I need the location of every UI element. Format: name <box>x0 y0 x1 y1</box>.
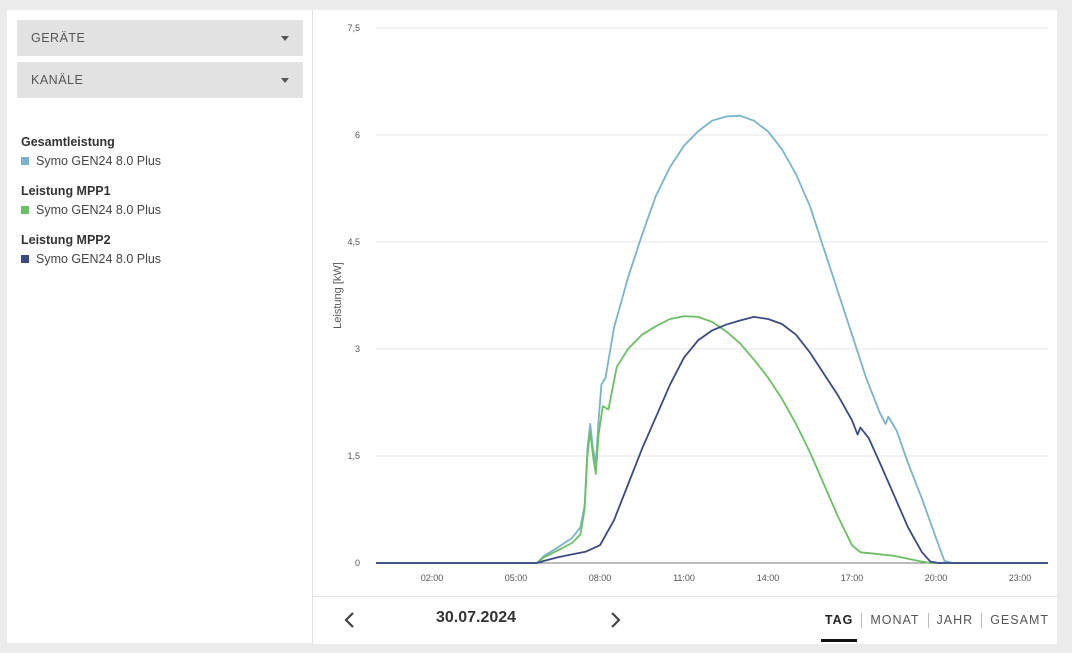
date-navigation-bar: 30.07.2024 TAG MONAT JAHR GESAMT <box>313 596 1057 644</box>
legend-group-mpp1: Leistung MPP1 Symo GEN24 8.0 Plus <box>21 182 301 220</box>
y-tick-label: 4,5 <box>347 237 360 247</box>
x-tick-label: 23:00 <box>1009 573 1032 583</box>
channels-dropdown[interactable]: KANÄLE <box>17 62 303 98</box>
legend-item-label: Symo GEN24 8.0 Plus <box>36 154 162 168</box>
x-tick-label: 02:00 <box>421 573 444 583</box>
legend-swatch <box>21 206 29 214</box>
range-tabs: TAG MONAT JAHR GESAMT <box>817 597 1057 644</box>
legend-swatch <box>21 255 29 263</box>
y-tick-label: 7,5 <box>347 23 360 33</box>
legend-title: Leistung MPP2 <box>21 233 111 247</box>
y-tick-label: 0 <box>355 558 360 568</box>
channels-dropdown-label: KANÄLE <box>31 73 84 87</box>
tab-gesamt[interactable]: GESAMT <box>990 613 1049 627</box>
tab-jahr[interactable]: JAHR <box>936 613 974 627</box>
x-tick-label: 05:00 <box>505 573 528 583</box>
tab-separator <box>927 613 929 628</box>
x-tick-label: 17:00 <box>841 573 864 583</box>
legend-item[interactable]: Symo GEN24 8.0 Plus <box>21 151 301 171</box>
devices-dropdown-label: GERÄTE <box>31 31 86 45</box>
x-tick-label: 08:00 <box>589 573 612 583</box>
tab-monat[interactable]: MONAT <box>870 613 920 627</box>
legend-title: Leistung MPP1 <box>21 184 111 198</box>
chevron-right-icon[interactable] <box>600 605 630 635</box>
tab-separator <box>861 613 863 628</box>
current-date[interactable]: 30.07.2024 <box>435 609 517 626</box>
legend-swatch <box>21 157 29 165</box>
y-tick-label: 1,5 <box>347 451 360 461</box>
y-tick-label: 3 <box>355 344 360 354</box>
app-frame: GERÄTE KANÄLE Gesamtleistung Symo GEN24 … <box>7 10 1057 644</box>
series-line-2 <box>376 315 1048 564</box>
chart-area: 0 1,5 3 4,5 6 7,5 02:00 05:00 08:00 11:00 14:00 17:… <box>313 10 1057 595</box>
chevron-left-icon[interactable] <box>335 605 365 635</box>
legend-title: Gesamtleistung <box>21 135 115 149</box>
devices-dropdown[interactable]: GERÄTE <box>17 20 303 56</box>
legend-item-label: Symo GEN24 8.0 Plus <box>36 203 162 217</box>
legend-item[interactable]: Symo GEN24 8.0 Plus <box>21 200 301 220</box>
x-tick-label: 20:00 <box>925 573 948 583</box>
legend-item[interactable]: Symo GEN24 8.0 Plus <box>21 249 301 269</box>
y-axis-label: Leistung [kW] <box>332 262 344 329</box>
legend-group-gesamtleistung: Gesamtleistung Symo GEN24 8.0 Plus <box>21 133 301 171</box>
legend-group-mpp2: Leistung MPP2 Symo GEN24 8.0 Plus <box>21 231 301 269</box>
tab-separator <box>981 613 983 628</box>
chart-legend: Gesamtleistung Symo GEN24 8.0 Plus Leist… <box>21 133 301 280</box>
y-tick-label: 6 <box>355 130 360 140</box>
x-tick-label: 14:00 <box>757 573 780 583</box>
legend-item-label: Symo GEN24 8.0 Plus <box>36 252 162 266</box>
sidebar: GERÄTE KANÄLE Gesamtleistung Symo GEN24 … <box>7 10 313 643</box>
caret-down-icon <box>281 77 289 83</box>
x-tick-label: 11:00 <box>673 573 695 583</box>
power-line-chart: 0 1,5 3 4,5 6 7,5 02:00 05:00 08:00 11:00 14:00 17:… <box>332 23 1048 583</box>
series-line-1 <box>376 114 1048 564</box>
caret-down-icon <box>281 35 289 41</box>
tab-tag[interactable]: TAG <box>817 597 861 644</box>
series-line-3 <box>376 316 1048 564</box>
